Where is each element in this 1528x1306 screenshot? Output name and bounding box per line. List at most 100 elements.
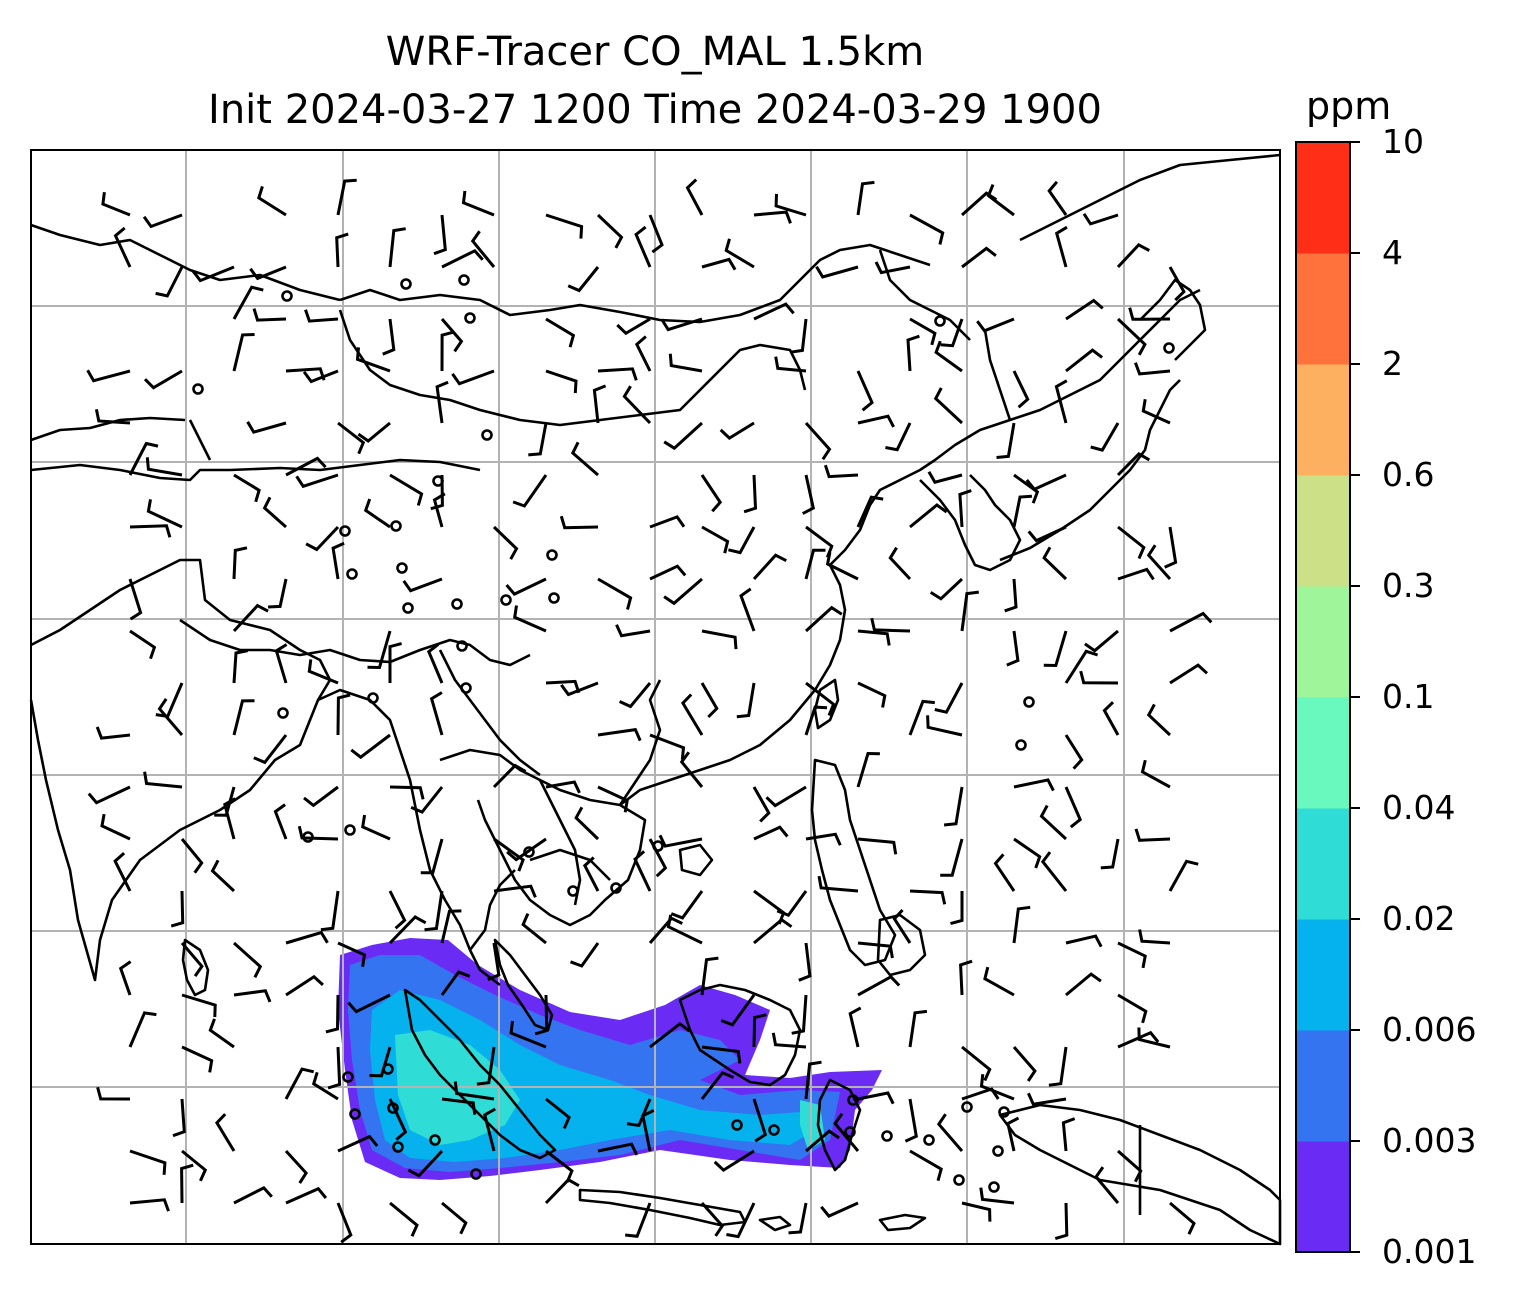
wind-barb	[979, 1187, 1015, 1205]
wind-barb	[337, 421, 366, 455]
wind-barb	[232, 546, 248, 580]
colorbar-tick-label: 0.04	[1382, 788, 1456, 827]
wind-barb	[208, 1018, 235, 1049]
border-3	[339, 243, 931, 324]
wind-barb	[545, 213, 584, 239]
calm-wind-marker	[390, 520, 402, 532]
wind-barb	[337, 1134, 379, 1153]
wind-barb	[285, 930, 329, 945]
wind-barb	[909, 889, 947, 905]
wind-barb	[424, 890, 444, 932]
colorbar-segment	[1296, 586, 1350, 698]
wind-barb	[145, 457, 183, 477]
wind-barb	[885, 422, 912, 452]
wind-barb	[724, 238, 755, 269]
wind-barb	[369, 1046, 392, 1078]
wind-barb	[429, 691, 444, 736]
wind-barb	[1064, 734, 1084, 770]
wind-barb	[101, 192, 131, 217]
wind-barb	[534, 994, 549, 1036]
border-6	[438, 649, 541, 777]
wind-barb	[685, 178, 704, 216]
wind-barb	[355, 347, 391, 373]
calm-wind-marker	[432, 475, 444, 487]
wind-barb	[440, 909, 462, 944]
coastline-north	[1019, 153, 1281, 242]
wind-barb	[936, 1113, 964, 1152]
wind-barb	[232, 699, 255, 736]
calm-wind-marker	[998, 1106, 1010, 1118]
wind-barb	[1047, 180, 1068, 216]
wind-barb	[765, 785, 807, 808]
wind-barb	[679, 751, 704, 788]
wind-barb	[487, 942, 501, 982]
wind-barb	[1006, 630, 1020, 667]
wind-barb	[805, 681, 836, 716]
wind-barb	[791, 994, 808, 1035]
wind-barb	[180, 838, 204, 874]
wind-barb	[1012, 905, 1031, 944]
wind-barb	[1116, 243, 1151, 269]
wind-barb	[560, 681, 599, 697]
wind-barb	[856, 751, 880, 788]
wind-barb	[625, 1202, 652, 1238]
wind-barb	[95, 726, 131, 740]
wind-barb	[1006, 1116, 1020, 1152]
wind-barb	[663, 421, 704, 451]
wind-barb	[441, 1201, 468, 1235]
wind-barb	[825, 551, 859, 581]
calm-wind-marker	[1163, 342, 1175, 354]
wind-barb	[253, 734, 288, 765]
wind-barb	[1042, 546, 1068, 581]
calm-wind-marker	[934, 315, 946, 327]
wind-barb	[1065, 972, 1102, 997]
wind-barb	[615, 624, 651, 638]
calm-wind-marker	[567, 885, 579, 897]
wind-barb	[929, 577, 964, 601]
wind-barb	[232, 941, 263, 978]
calm-wind-marker	[400, 278, 412, 290]
wind-barbs	[86, 178, 1213, 1244]
wind-barb	[215, 1113, 236, 1152]
wind-barb	[700, 1202, 725, 1237]
wind-barb	[649, 1021, 691, 1049]
calm-wind-marker	[344, 824, 356, 836]
wind-barb	[155, 266, 184, 298]
colorbar-segment	[1296, 142, 1350, 254]
wind-barb	[327, 1046, 342, 1090]
border-8	[529, 848, 611, 881]
wind-barb	[1168, 859, 1199, 892]
calm-wind-marker	[346, 568, 358, 580]
wind-barb	[388, 642, 402, 683]
calm-wind-marker	[500, 594, 512, 606]
wind-barb	[249, 265, 287, 281]
wind-barb	[357, 421, 391, 443]
wind-barb	[1012, 370, 1030, 409]
wind-barb	[597, 727, 642, 742]
wind-barb	[616, 317, 651, 336]
wind-barb	[129, 629, 157, 660]
wind-barb	[700, 474, 723, 513]
wind-barb	[1164, 526, 1178, 569]
wind-barb	[142, 213, 183, 229]
calm-wind-marker	[281, 290, 293, 302]
border-1	[30, 458, 481, 482]
wind-barb	[597, 785, 629, 813]
wind-barb	[492, 763, 527, 789]
wind-barb	[857, 414, 895, 428]
colorbar-tick-label: 4	[1382, 233, 1403, 272]
wind-barb	[545, 1097, 571, 1130]
wind-barb	[960, 590, 979, 632]
wind-barb	[892, 908, 912, 944]
wind-barb	[493, 837, 525, 872]
wind-barb	[908, 1009, 928, 1048]
wind-barb	[1027, 1092, 1067, 1106]
wind-barb	[934, 682, 964, 714]
wind-barb	[1065, 934, 1103, 948]
wind-barb	[1133, 362, 1171, 376]
wind-barb	[274, 643, 288, 684]
wind-barb	[774, 356, 807, 373]
border-13	[878, 249, 971, 341]
wind-barb	[752, 553, 787, 581]
wind-barb	[297, 825, 339, 841]
